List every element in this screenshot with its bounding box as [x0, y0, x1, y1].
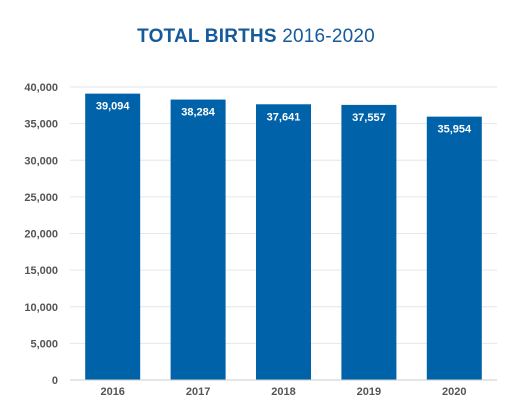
bar-data-label: 38,284	[181, 107, 216, 119]
y-tick-label: 20,000	[24, 229, 58, 241]
bar	[170, 99, 226, 380]
y-tick-label: 25,000	[24, 192, 58, 204]
y-tick-label: 10,000	[24, 302, 58, 314]
bar	[256, 104, 311, 381]
x-tick-label: 2018	[271, 386, 295, 398]
x-tick-label: 2017	[186, 386, 210, 398]
bar-data-label: 37,557	[352, 112, 386, 124]
bar-data-label: 39,094	[96, 101, 131, 113]
y-tick-label: 40,000	[24, 82, 58, 94]
x-tick-label: 2020	[442, 386, 466, 398]
bar-data-label: 35,954	[437, 124, 472, 136]
x-tick-label: 2016	[100, 386, 124, 398]
bar	[426, 116, 482, 380]
chart-title-years: 2016-2020	[282, 26, 375, 47]
y-tick-label: 30,000	[24, 155, 58, 167]
chart-title-bold: TOTAL BIRTHS	[137, 26, 277, 47]
y-tick-label: 5,000	[30, 338, 58, 350]
bar-data-label: 37,641	[267, 111, 301, 123]
y-tick-label: 15,000	[24, 265, 58, 277]
x-tick-label: 2019	[357, 386, 381, 398]
y-tick-label: 35,000	[24, 119, 58, 131]
bar	[85, 93, 141, 381]
chart-title: TOTAL BIRTHS 2016-2020	[0, 26, 512, 48]
bar	[341, 104, 397, 381]
y-tick-label: 0	[52, 375, 58, 387]
